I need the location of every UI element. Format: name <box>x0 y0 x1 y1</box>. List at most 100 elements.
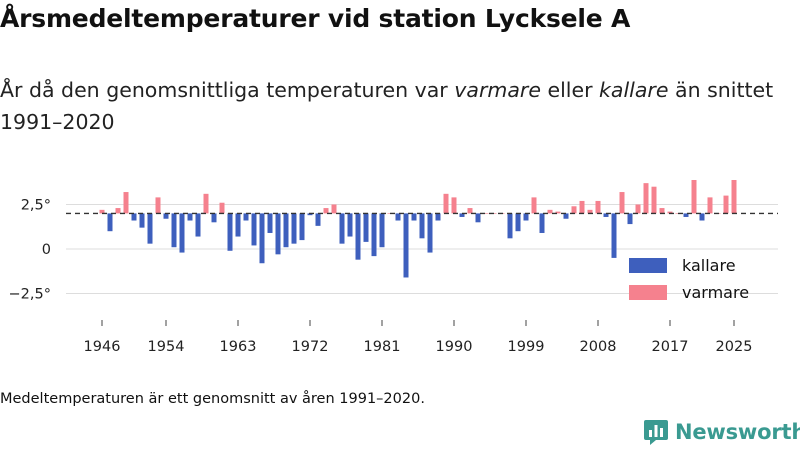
x-tick-label: 1981 <box>364 339 401 355</box>
x-tick-label: 2008 <box>580 339 617 355</box>
subtitle-text-2: eller <box>540 78 600 102</box>
bar-2014 <box>643 183 649 214</box>
bar-1993 <box>475 213 481 223</box>
bar-2015 <box>651 186 657 214</box>
subtitle-text-1: År då den genomsnittliga temperaturen va… <box>0 78 455 102</box>
bar-2003 <box>555 211 561 214</box>
bar-1968 <box>275 213 281 255</box>
bar-1981 <box>379 213 385 248</box>
bar-1955 <box>171 213 177 248</box>
x-tick-label: 2025 <box>716 339 753 355</box>
bar-1986 <box>419 213 425 239</box>
bar-1974 <box>323 208 329 214</box>
bar-2025 <box>731 180 737 214</box>
bar-1946 <box>99 209 105 214</box>
logo-text: Newsworthy <box>675 420 800 444</box>
chart-subtitle: År då den genomsnittliga temperaturen va… <box>0 74 780 138</box>
x-tick-label: 1972 <box>292 339 329 355</box>
bar-1956 <box>179 213 185 253</box>
bar-1970 <box>291 213 297 244</box>
x-tick-label: 1963 <box>220 339 257 355</box>
bar-1977 <box>347 213 353 237</box>
bar-1992 <box>467 208 473 214</box>
bar-1951 <box>139 213 145 228</box>
bar-series <box>99 180 737 278</box>
bar-1978 <box>355 213 361 260</box>
bar-2024 <box>723 195 729 214</box>
bar-2002 <box>547 209 553 214</box>
bar-2008 <box>595 200 601 214</box>
bar-1999 <box>523 213 529 221</box>
bar-1980 <box>371 213 377 257</box>
bar-1976 <box>339 213 345 244</box>
bar-1959 <box>203 193 209 214</box>
bar-2017 <box>667 211 673 214</box>
bar-1969 <box>283 213 289 248</box>
bar-2021 <box>699 213 705 221</box>
bar-1966 <box>259 213 265 264</box>
bar-2016 <box>659 208 665 214</box>
bar-1971 <box>299 213 305 241</box>
bar-2006 <box>579 200 585 214</box>
bar-1985 <box>411 213 417 221</box>
x-tick-label: 1946 <box>84 339 121 355</box>
bar-1984 <box>403 213 409 278</box>
bar-1989 <box>443 193 449 214</box>
legend-label-varmare: varmare <box>682 283 749 302</box>
bar-2001 <box>539 213 545 233</box>
bar-2019 <box>683 213 689 217</box>
bar-1948 <box>115 208 121 214</box>
bar-1975 <box>331 204 337 214</box>
y-tick-label: 0 <box>42 242 51 258</box>
page-title: Årsmedeltemperaturer vid station Lycksel… <box>0 4 631 33</box>
legend-swatch-kallare <box>629 258 667 273</box>
bar-1952 <box>147 213 153 244</box>
bar-1994 <box>483 213 489 214</box>
newsworthy-logo: Newsworthy <box>644 419 800 445</box>
bar-1953 <box>155 197 161 214</box>
bar-1950 <box>131 213 137 221</box>
bar-1983 <box>395 213 401 221</box>
legend-swatch-varmare <box>629 285 667 300</box>
subtitle-text-3: än snittet 1991–2020 <box>0 78 774 134</box>
bar-1954 <box>163 213 169 219</box>
temperature-bar-chart: 2,5° 0 −2,5° 1946 1954 1963 1972 1981 1990 1999 2… <box>9 180 778 355</box>
bar-2010 <box>611 213 617 258</box>
bar-1988 <box>435 213 441 221</box>
bar-1965 <box>251 213 257 246</box>
bar-1987 <box>427 213 433 253</box>
legend: kallare varmare <box>629 256 749 302</box>
bar-2009 <box>603 213 609 217</box>
bar-1964 <box>243 213 249 221</box>
bar-2007 <box>587 209 593 214</box>
bar-2020 <box>691 180 697 214</box>
bar-2000 <box>531 197 537 214</box>
bar-1961 <box>219 202 225 214</box>
bar-1949 <box>123 192 129 214</box>
bar-2011 <box>619 192 625 214</box>
subtitle-warm-word: varmare <box>454 78 541 102</box>
x-tick-label: 1954 <box>148 339 185 355</box>
bar-2013 <box>635 204 641 214</box>
bar-1997 <box>507 213 513 239</box>
bar-1957 <box>187 213 193 221</box>
bar-1973 <box>315 213 321 226</box>
x-tick-label: 1990 <box>436 339 473 355</box>
x-tick-label: 2017 <box>652 339 689 355</box>
y-tick-label: 2,5° <box>21 198 51 214</box>
bar-1947 <box>107 213 113 232</box>
bar-1990 <box>451 197 457 214</box>
subtitle-cold-word: kallare <box>599 78 669 102</box>
bar-2022 <box>707 197 713 214</box>
x-axis-ticks: 1946 1954 1963 1972 1981 1990 1999 2008 2017 2025 <box>84 320 753 355</box>
bar-1963 <box>235 213 241 237</box>
y-axis-ticks: 2,5° 0 −2,5° <box>9 198 51 303</box>
y-tick-label: −2,5° <box>9 287 51 303</box>
bar-1960 <box>211 213 217 223</box>
bar-1972 <box>307 213 313 216</box>
bar-1979 <box>363 213 369 242</box>
bar-2004 <box>563 213 569 219</box>
x-tick-label: 1999 <box>508 339 545 355</box>
bar-1958 <box>195 213 201 237</box>
bar-2012 <box>627 213 633 225</box>
